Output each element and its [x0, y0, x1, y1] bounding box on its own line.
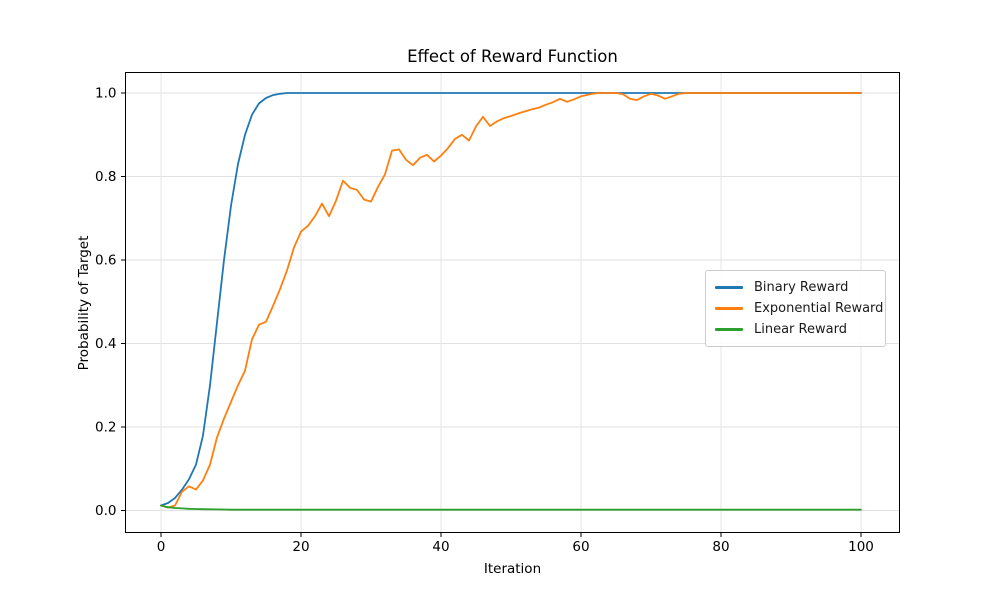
axes-spines: [125, 72, 900, 533]
legend-item-linear-reward: Linear Reward: [715, 319, 877, 340]
x-tick-label: 100: [848, 539, 874, 555]
x-axis-label: Iteration: [483, 561, 542, 577]
legend-line-swatch-exponential: [715, 307, 743, 310]
series-line-exponential-reward: [160, 92, 862, 509]
x-tick-label: 60: [572, 539, 589, 555]
legend-label-linear: Linear Reward: [754, 322, 847, 337]
legend-item-exponential-reward: Exponential Reward: [715, 298, 883, 319]
legend-label-exponential: Exponential Reward: [754, 301, 884, 316]
legend-label-binary: Binary Reward: [754, 280, 849, 295]
legend-line-swatch-binary: [715, 286, 743, 289]
legend: Binary Reward Exponential Reward Linear …: [705, 270, 886, 347]
x-tick-label: 40: [432, 539, 449, 555]
series-line-linear-reward: [160, 504, 862, 511]
y-tick-label: 1.0: [95, 86, 116, 102]
y-axis-label: Probability of Target: [76, 235, 92, 371]
y-tick-label: 0.6: [95, 253, 116, 269]
chart-title: Effect of Reward Function: [407, 47, 618, 66]
y-tick-label: 0.8: [95, 169, 116, 185]
y-tick-label: 0.4: [95, 336, 116, 352]
legend-line-swatch-linear: [715, 328, 743, 331]
legend-item-binary-reward: Binary Reward: [715, 277, 877, 298]
x-tick-label: 20: [292, 539, 309, 555]
y-tick-label: 0.2: [95, 420, 116, 436]
y-tick-label: 0.0: [95, 503, 116, 519]
x-tick-label: 0: [157, 539, 166, 555]
x-tick-label: 80: [712, 539, 729, 555]
